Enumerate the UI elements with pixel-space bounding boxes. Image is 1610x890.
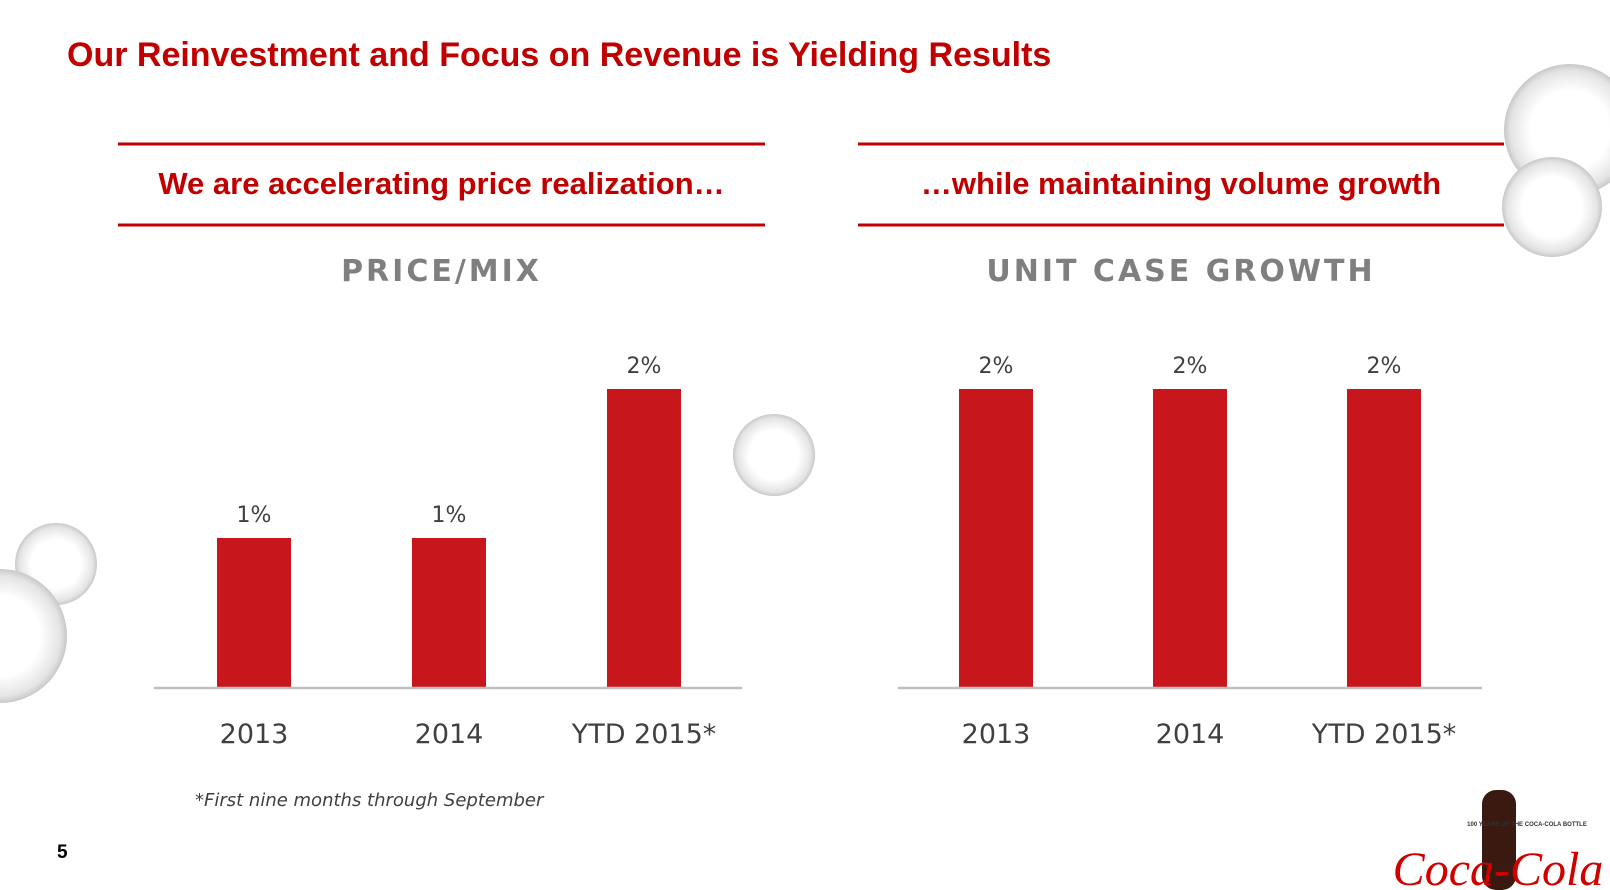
bar — [217, 538, 291, 687]
bubble — [733, 414, 815, 496]
page-number: 5 — [57, 842, 68, 863]
value-label: 1% — [237, 503, 272, 528]
x-tick-label: 2014 — [415, 719, 484, 750]
value-label: 2% — [1173, 354, 1208, 379]
logo-tagline: 100 YEARS OF THE COCA-COLA BOTTLE — [1467, 822, 1587, 828]
slide-title: Our Reinvestment and Focus on Revenue is… — [67, 36, 1051, 74]
bar — [607, 389, 681, 687]
logo-text: Coca-Cola — [1393, 843, 1604, 890]
x-tick-label: 2013 — [220, 719, 289, 750]
x-tick-label: YTD 2015* — [571, 719, 717, 750]
bottle — [1482, 790, 1516, 890]
footnote: *First nine months through September — [195, 790, 545, 811]
bar — [1153, 389, 1227, 687]
bar — [412, 538, 486, 687]
chart-title: UNIT CASE GROWTH — [986, 254, 1375, 289]
panel-heading: We are accelerating price realization… — [158, 166, 724, 201]
value-label: 1% — [432, 503, 467, 528]
value-label: 2% — [627, 354, 662, 379]
logo: 100 YEARS OF THE COCA-COLA BOTTLE Coca-C… — [1393, 790, 1604, 890]
value-label: 2% — [979, 354, 1014, 379]
x-tick-label: 2013 — [962, 719, 1031, 750]
value-label: 2% — [1367, 354, 1402, 379]
chart-title: PRICE/MIX — [341, 254, 542, 289]
x-tick-label: 2014 — [1156, 719, 1225, 750]
bar — [959, 389, 1033, 687]
x-tick-label: YTD 2015* — [1311, 719, 1457, 750]
bubbles — [0, 64, 1610, 703]
bubble — [1502, 157, 1602, 257]
bar — [1347, 389, 1421, 687]
panel-heading: …while maintaining volume growth — [921, 166, 1441, 201]
bubble — [0, 569, 67, 703]
